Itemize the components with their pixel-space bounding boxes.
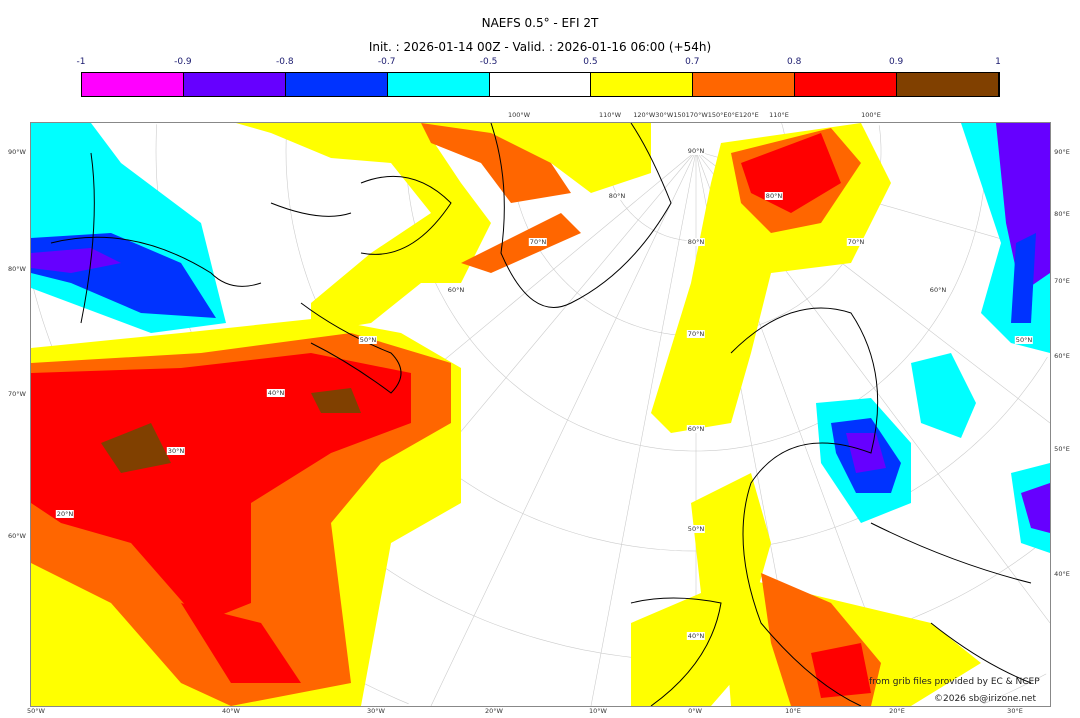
colorbar-tick: -0.5 <box>479 57 498 67</box>
colorbar-tick: 0.8 <box>787 57 802 67</box>
copyright: ©2026 sb@irizone.net <box>934 694 1036 704</box>
colorbar-segment <box>591 73 694 96</box>
axis-label: 90°N <box>686 147 706 155</box>
chart-subtitle: Init. : 2026-01-14 00Z - Valid. : 2026-0… <box>368 40 712 54</box>
axis-label: 70°N <box>686 330 706 338</box>
axis-label: 80°N <box>764 192 784 200</box>
colorbar-segment <box>897 73 1000 96</box>
axis-label: 90°W <box>8 148 26 156</box>
axis-label: 50°E <box>1054 445 1070 453</box>
axis-label: 0°W <box>688 707 702 715</box>
latitude-circle <box>285 123 1048 552</box>
colorbar-tick: 0.7 <box>685 57 700 67</box>
colorbar-segment <box>795 73 898 96</box>
axis-label: 40°N <box>686 632 706 640</box>
colorbar-segment <box>183 73 286 96</box>
colorbar-tick: 0.5 <box>583 57 598 67</box>
axis-label: 30°E <box>1007 707 1023 715</box>
axis-label: 80°N <box>686 238 706 246</box>
axis-label: 80°W <box>8 265 26 273</box>
chart-title: NAEFS 0.5° - EFI 2T <box>481 16 599 30</box>
colorbar-tick: -0.8 <box>275 57 294 67</box>
axis-label: 50°W <box>27 707 45 715</box>
axis-label: 50°N <box>686 525 706 533</box>
axis-label: 60°N <box>928 286 948 294</box>
axis-label: 20°N <box>55 510 75 518</box>
axis-label: 10°E <box>785 707 801 715</box>
axis-label: 120°W30°W150170°W150°E0°E120°E <box>633 111 759 119</box>
axis-label: 40°W <box>222 707 240 715</box>
axis-label: 70°N <box>528 238 548 246</box>
colorbar-segment <box>82 73 184 96</box>
efi-areas <box>31 123 1050 706</box>
axis-label: 60°W <box>8 532 26 540</box>
axis-label: 40°N <box>266 389 286 397</box>
axis-label: 50°N <box>1014 336 1034 344</box>
axis-label: 70°N <box>846 238 866 246</box>
source-credit: from grib files provided by EC & NCEP <box>869 677 1040 687</box>
axis-label: 40°E <box>1054 570 1070 578</box>
axis-label: 30°N <box>166 447 186 455</box>
axis-label: 90°E <box>1054 148 1070 156</box>
axis-label: 60°E <box>1054 352 1070 360</box>
axis-label: 70°E <box>1054 277 1070 285</box>
colorbar-segment <box>693 73 796 96</box>
colorbar-segment <box>285 73 388 96</box>
axis-label: 60°N <box>446 286 466 294</box>
coastlines <box>50 123 1032 706</box>
axis-label: 30°W <box>367 707 385 715</box>
axis-label: 100°W <box>507 111 531 119</box>
axis-label: 50°N <box>358 336 378 344</box>
colorbar-tick: 0.9 <box>888 57 904 67</box>
axis-label: 10°W <box>589 707 607 715</box>
efi-field <box>31 123 1050 706</box>
axis-label: 70°W <box>8 390 26 398</box>
map: 90°N 80°N 70°N 60°N 50°N 40°N 80°N 70°N 60°N 50°N… <box>30 122 1051 707</box>
colorbar-segment <box>489 73 592 96</box>
axis-label: 100°E <box>861 111 881 119</box>
axis-label: 110°E <box>769 111 789 119</box>
axis-label: 110°W <box>598 111 622 119</box>
colorbar-tick: 1 <box>995 57 1001 67</box>
axis-label: 80°N <box>607 192 627 200</box>
axis-label: 60°N <box>686 425 706 433</box>
axis-label: 20°W <box>485 707 503 715</box>
colorbar-tick: -1 <box>76 57 86 67</box>
colorbar-segment <box>387 73 490 96</box>
colorbar <box>81 72 1000 97</box>
colorbar-tick: -0.9 <box>174 57 192 67</box>
axis-label: 80°E <box>1054 210 1070 218</box>
axis-label: 20°E <box>889 707 905 715</box>
colorbar-tick: -0.7 <box>377 57 396 67</box>
